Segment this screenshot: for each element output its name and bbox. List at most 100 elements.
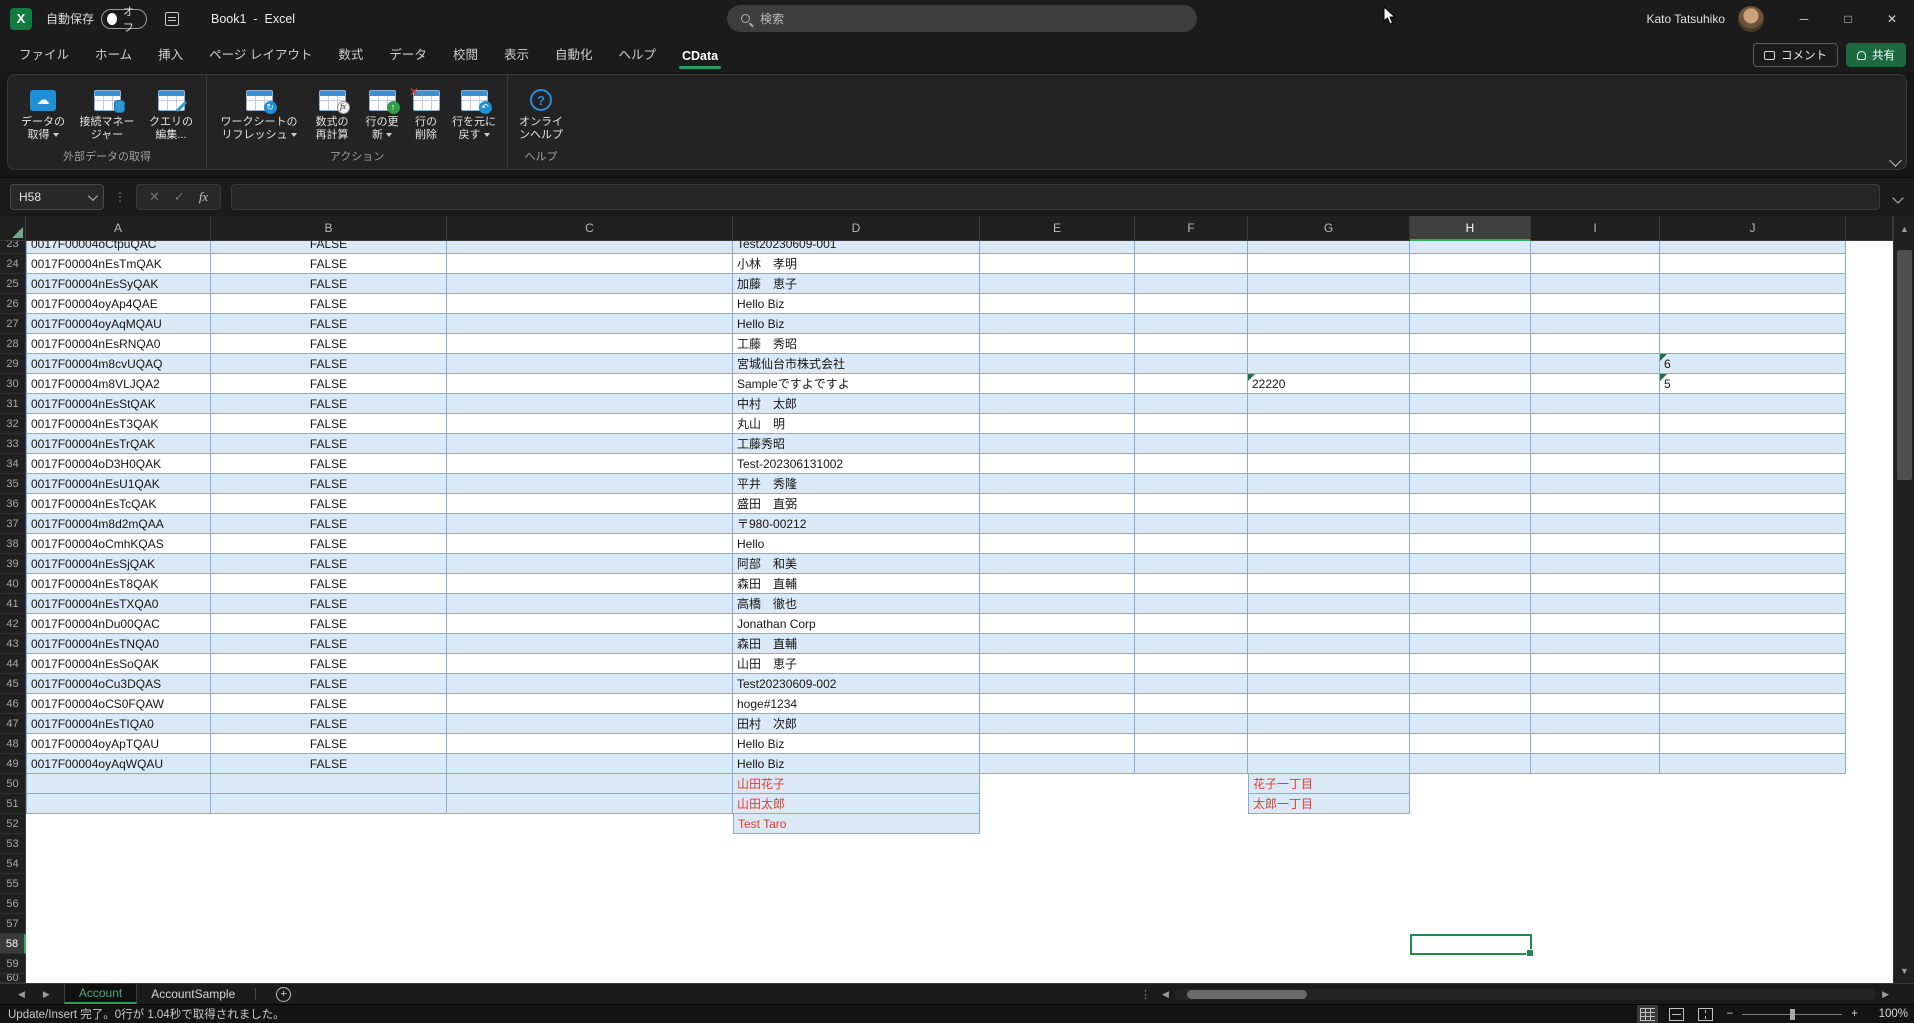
- row-header-24[interactable]: 24: [0, 254, 26, 274]
- cell-D58[interactable]: [733, 934, 980, 954]
- cell-I59[interactable]: [1531, 954, 1660, 974]
- cell-F59[interactable]: [1135, 954, 1248, 974]
- cell-J54[interactable]: [1660, 854, 1846, 874]
- cell-C37[interactable]: [447, 514, 733, 534]
- cell-F34[interactable]: [1135, 454, 1248, 474]
- cell-J55[interactable]: [1660, 874, 1846, 894]
- cell-A33[interactable]: 0017F00004nEsTrQAK: [26, 434, 211, 454]
- cell-H42[interactable]: [1410, 614, 1531, 634]
- cell-F27[interactable]: [1135, 314, 1248, 334]
- cell-G36[interactable]: [1248, 494, 1410, 514]
- cell-D40[interactable]: 森田 直輔: [733, 574, 980, 594]
- cell-I26[interactable]: [1531, 294, 1660, 314]
- cell-G38[interactable]: [1248, 534, 1410, 554]
- cell-J37[interactable]: [1660, 514, 1846, 534]
- cell-F54[interactable]: [1135, 854, 1248, 874]
- cell-C23[interactable]: [447, 241, 733, 254]
- cell-C34[interactable]: [447, 454, 733, 474]
- cell-E57[interactable]: [980, 914, 1135, 934]
- cell-B48[interactable]: FALSE: [211, 734, 447, 754]
- cell-B55[interactable]: [211, 874, 447, 894]
- expand-formula-bar-icon[interactable]: [1892, 192, 1904, 204]
- cell-D46[interactable]: hoge#1234: [733, 694, 980, 714]
- scroll-down-icon[interactable]: ▼: [1900, 965, 1909, 976]
- cell-A57[interactable]: [26, 914, 211, 934]
- cell-partial-60[interactable]: [1846, 974, 1893, 983]
- column-header-partial[interactable]: [1846, 216, 1893, 241]
- cell-H37[interactable]: [1410, 514, 1531, 534]
- cell-E52[interactable]: [980, 814, 1135, 834]
- cell-partial-37[interactable]: [1846, 514, 1893, 534]
- cell-J51[interactable]: [1660, 794, 1846, 814]
- cell-D57[interactable]: [733, 914, 980, 934]
- row-header-52[interactable]: 52: [0, 814, 26, 834]
- cell-J27[interactable]: [1660, 314, 1846, 334]
- cell-E40[interactable]: [980, 574, 1135, 594]
- cell-B40[interactable]: FALSE: [211, 574, 447, 594]
- cell-J42[interactable]: [1660, 614, 1846, 634]
- cell-D53[interactable]: [733, 834, 980, 854]
- cell-G27[interactable]: [1248, 314, 1410, 334]
- cell-C53[interactable]: [447, 834, 733, 854]
- cell-C47[interactable]: [447, 714, 733, 734]
- cell-E26[interactable]: [980, 294, 1135, 314]
- row-header-39[interactable]: 39: [0, 554, 26, 574]
- cell-I29[interactable]: [1531, 354, 1660, 374]
- avatar[interactable]: [1738, 5, 1764, 32]
- cell-partial-30[interactable]: [1846, 374, 1893, 394]
- ribbon-button-行の削除[interactable]: ✕ 行の削除: [409, 80, 441, 142]
- cell-partial-35[interactable]: [1846, 474, 1893, 494]
- ribbon-tab-CData[interactable]: CData: [669, 41, 731, 72]
- cell-I51[interactable]: [1531, 794, 1660, 814]
- cell-I38[interactable]: [1531, 534, 1660, 554]
- cell-G47[interactable]: [1248, 714, 1410, 734]
- cell-G34[interactable]: [1248, 454, 1410, 474]
- cell-I43[interactable]: [1531, 634, 1660, 654]
- cell-E50[interactable]: [980, 774, 1135, 794]
- cell-H23[interactable]: [1410, 241, 1531, 254]
- cell-partial-40[interactable]: [1846, 574, 1893, 594]
- cell-J24[interactable]: [1660, 254, 1846, 274]
- cell-I28[interactable]: [1531, 334, 1660, 354]
- cell-partial-23[interactable]: [1846, 241, 1893, 254]
- enter-formula-icon[interactable]: ✓: [173, 189, 185, 204]
- ribbon-tab-自動化[interactable]: 自動化: [554, 48, 593, 62]
- horizontal-scroll-thumb[interactable]: [1186, 989, 1307, 999]
- cell-E30[interactable]: [980, 374, 1135, 394]
- cell-J56[interactable]: [1660, 894, 1846, 914]
- cell-C30[interactable]: [447, 374, 733, 394]
- row-header-37[interactable]: 37: [0, 514, 26, 534]
- cell-I50[interactable]: [1531, 774, 1660, 794]
- cell-G46[interactable]: [1248, 694, 1410, 714]
- cell-E37[interactable]: [980, 514, 1135, 534]
- cell-J41[interactable]: [1660, 594, 1846, 614]
- row-header-46[interactable]: 46: [0, 694, 26, 714]
- cell-G35[interactable]: [1248, 474, 1410, 494]
- cell-G56[interactable]: [1248, 894, 1410, 914]
- ribbon-tab-ファイル[interactable]: ファイル: [19, 48, 70, 62]
- ribbon-tab-ページ レイアウト[interactable]: ページ レイアウト: [209, 48, 313, 62]
- row-header-34[interactable]: 34: [0, 454, 26, 474]
- cell-J29[interactable]: 6: [1660, 354, 1846, 374]
- cell-E24[interactable]: [980, 254, 1135, 274]
- cell-F32[interactable]: [1135, 414, 1248, 434]
- cell-D23[interactable]: Test20230609-001: [733, 241, 980, 254]
- cell-I36[interactable]: [1531, 494, 1660, 514]
- cell-G50[interactable]: 花子一丁目: [1248, 774, 1410, 794]
- sheet-prev-icon[interactable]: ◀: [18, 988, 25, 999]
- cell-F28[interactable]: [1135, 334, 1248, 354]
- cell-E59[interactable]: [980, 954, 1135, 974]
- cell-B36[interactable]: FALSE: [211, 494, 447, 514]
- cell-partial-51[interactable]: [1846, 794, 1893, 814]
- cell-B54[interactable]: [211, 854, 447, 874]
- cell-D26[interactable]: Hello Biz: [733, 294, 980, 314]
- cell-F31[interactable]: [1135, 394, 1248, 414]
- select-all-corner[interactable]: [0, 216, 26, 241]
- cell-H60[interactable]: [1410, 974, 1531, 983]
- row-header-43[interactable]: 43: [0, 634, 26, 654]
- name-box[interactable]: H58: [10, 184, 104, 210]
- cell-E45[interactable]: [980, 674, 1135, 694]
- cell-J34[interactable]: [1660, 454, 1846, 474]
- cell-C28[interactable]: [447, 334, 733, 354]
- row-header-29[interactable]: 29: [0, 354, 26, 374]
